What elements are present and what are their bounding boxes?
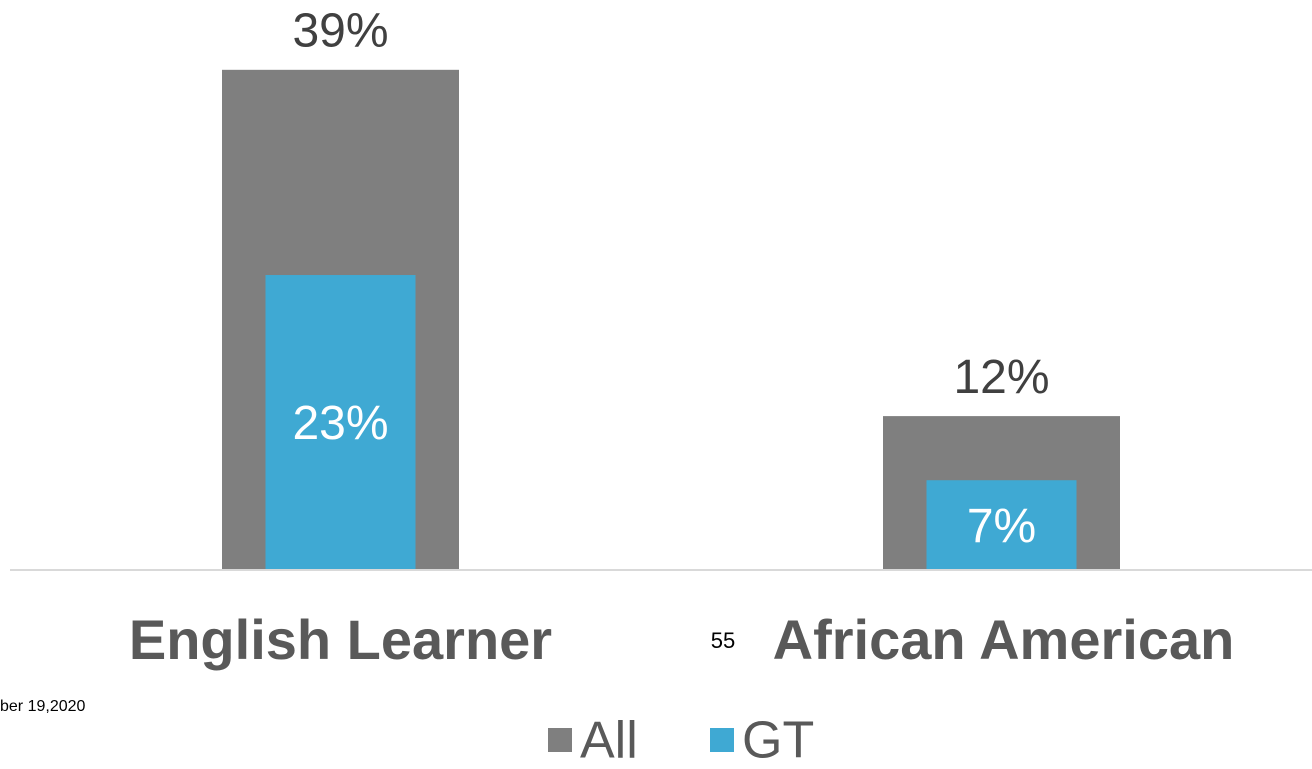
x-tick-label: English Learner <box>129 608 552 671</box>
legend-label: All <box>580 712 638 769</box>
legend-swatch <box>548 728 572 752</box>
bar <box>265 275 416 570</box>
value-label: 23% <box>292 397 388 450</box>
value-label: 39% <box>292 4 388 57</box>
footer-date: ber 19,2020 <box>0 698 86 715</box>
x-tick-label: African American <box>773 608 1235 671</box>
slide-number: 55 <box>711 628 735 653</box>
value-label: 12% <box>953 351 1049 404</box>
legend-label: GT <box>742 712 814 769</box>
value-label: 7% <box>967 500 1036 553</box>
bar <box>926 480 1077 570</box>
legend-swatch <box>710 728 734 752</box>
